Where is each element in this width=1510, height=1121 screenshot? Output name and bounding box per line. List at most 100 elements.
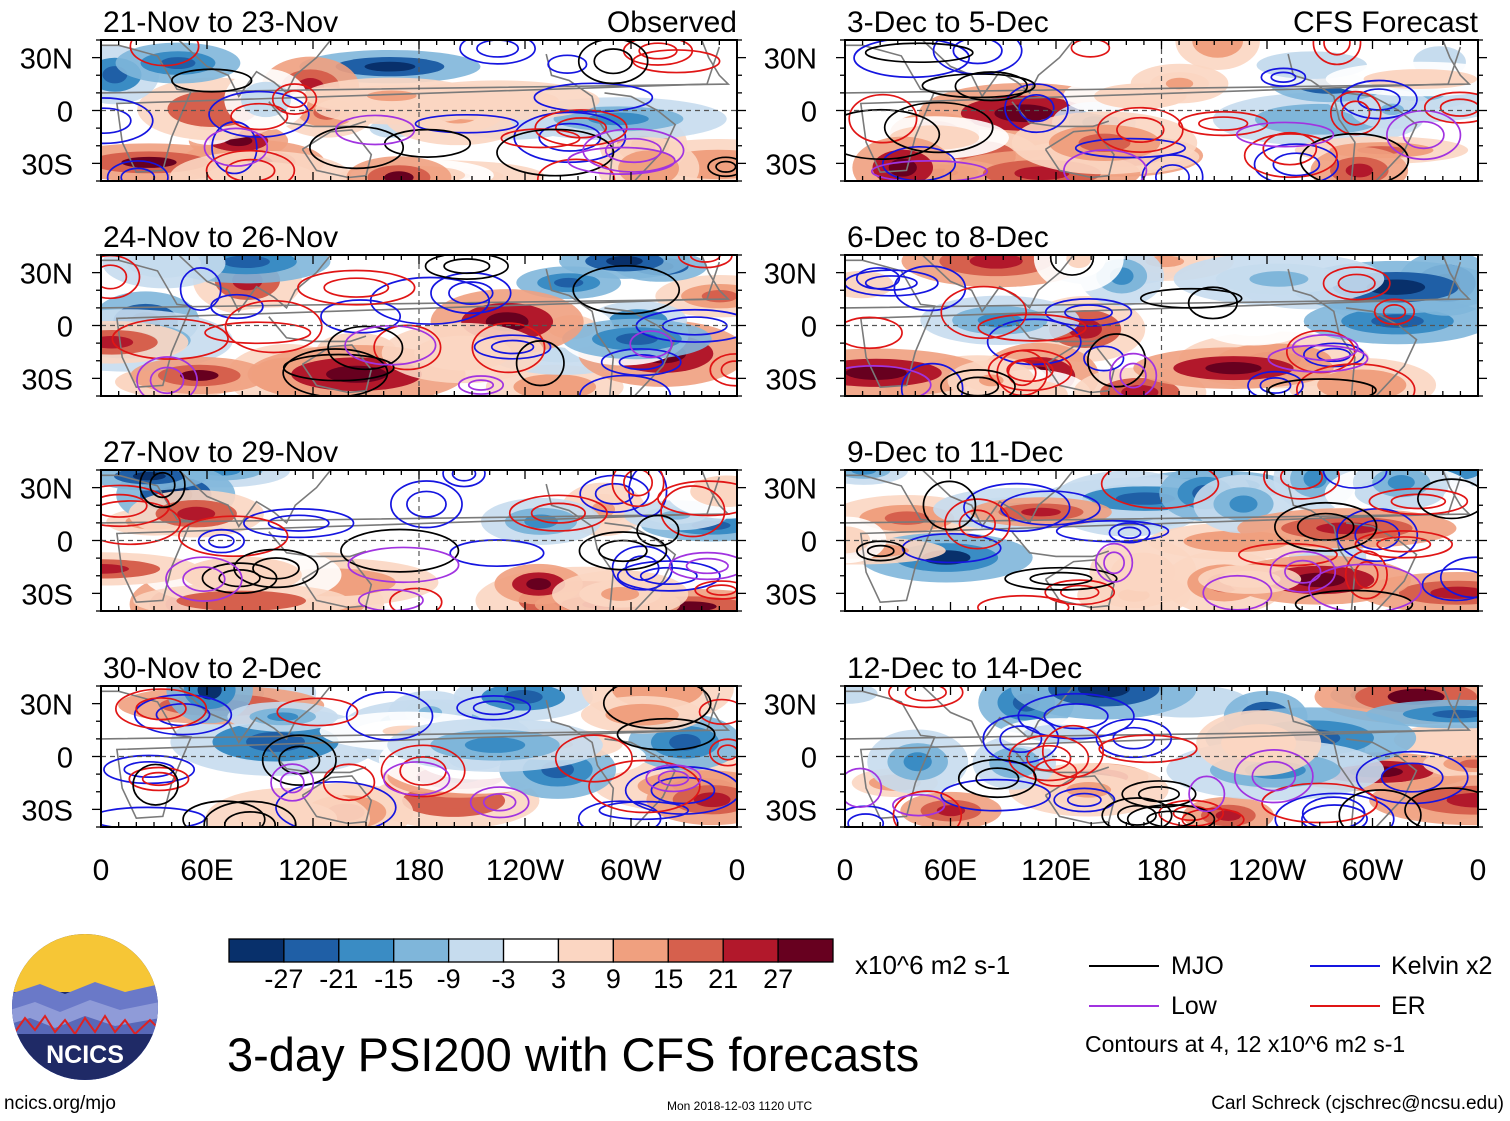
wave-contour [1299, 132, 1410, 181]
psi-anomaly-shade [191, 99, 234, 119]
psi-anomaly-shade [845, 688, 861, 699]
coastline [101, 259, 721, 389]
wave-contour [334, 114, 416, 146]
psi-anomaly-shade [1127, 562, 1158, 582]
psi-anomaly-shade [1205, 40, 1230, 50]
credit: Carl Schreck (cjschrec@ncsu.edu) [1211, 1093, 1504, 1114]
wave-contour [139, 470, 186, 509]
lon-tick-label: 60E [924, 854, 977, 887]
wave-contour [944, 498, 1011, 550]
wave-contour [1439, 556, 1478, 599]
wave-contour [101, 493, 148, 518]
psi-anomaly-shade [364, 61, 416, 72]
psi-anomaly-shade [669, 733, 701, 751]
wave-contour [1354, 560, 1379, 589]
coastline [604, 307, 677, 396]
wave-contour [1269, 550, 1337, 593]
legend-lines [1089, 965, 1380, 1007]
wave-contour [848, 93, 918, 144]
coastline [301, 775, 373, 825]
colorbar-swatch [338, 938, 395, 963]
wave-contour [203, 127, 269, 167]
wave-contour [1064, 304, 1113, 321]
wave-contour [1119, 362, 1147, 389]
wave-contour [469, 786, 530, 819]
wave-contour [128, 766, 190, 792]
colorbar-swatch [283, 938, 340, 963]
wave-contour [1233, 749, 1314, 804]
wave-contour [533, 82, 654, 113]
coastline [845, 686, 1472, 740]
psi-anomaly-shade [1165, 77, 1194, 90]
wave-contour [636, 514, 680, 547]
wave-contour [999, 725, 1043, 754]
map-panel: 30N 0 30S 9-Dec to 11-Dec [764, 436, 1487, 612]
wave-contour [660, 485, 726, 538]
wave-contour [515, 340, 565, 387]
coastline [178, 255, 332, 313]
wave-contour [1141, 154, 1204, 181]
wave-contour [178, 515, 289, 558]
colorbar-tick-label: -3 [492, 964, 516, 994]
wave-contour [1004, 83, 1069, 134]
panel-body [845, 470, 1478, 611]
wave-contour [900, 362, 964, 396]
panel-period-label: 6-Dec to 8-Dec [847, 221, 1049, 254]
wave-contour [963, 482, 1071, 533]
wave-contour [1294, 589, 1414, 611]
psi-anomaly-shade [464, 737, 526, 753]
psi-anomaly-shade [503, 690, 543, 704]
wave-contour [472, 700, 515, 716]
psi-anomaly-shade [845, 365, 907, 380]
wave-contour [270, 763, 315, 802]
wave-contour [424, 255, 509, 280]
wave-contour [449, 539, 545, 568]
wave-contour [1053, 787, 1116, 813]
wave-contour [598, 539, 648, 563]
lon-tick-label: 0 [837, 854, 854, 887]
wave-contour [1263, 470, 1340, 500]
wave-contour [598, 800, 690, 821]
coastline [845, 470, 1472, 524]
wave-contour [668, 551, 737, 581]
wave-contour [115, 688, 208, 730]
panel-body [101, 686, 737, 827]
wave-contour [380, 744, 466, 798]
wave-contour [1006, 358, 1054, 383]
lat-tick-label: 0 [801, 527, 817, 559]
wave-contour [171, 68, 253, 93]
wave-contour [856, 540, 906, 562]
wave-contour [708, 738, 737, 767]
wave-contour [276, 697, 359, 727]
lon-tick-label: 120W [486, 854, 565, 887]
wave-contour [141, 771, 177, 787]
wave-contour [1121, 780, 1197, 809]
wave-contour [1243, 132, 1338, 179]
psi-anomaly-shade [384, 171, 414, 181]
psi-anomaly-shade [235, 169, 287, 181]
wave-contour [611, 470, 665, 508]
wave-contour [340, 528, 460, 573]
wave-contour [958, 509, 996, 539]
wave-contour [1301, 804, 1368, 827]
wave-contour [709, 353, 737, 387]
map-panel: 30N 0 30S 30-Nov to 2-Dec [20, 652, 746, 828]
wave-contour [632, 49, 721, 74]
wave-contour [282, 348, 389, 396]
wave-contour [443, 258, 491, 275]
wave-contour [845, 269, 939, 297]
wave-contour [604, 137, 662, 164]
wave-contour [901, 532, 1002, 564]
psi-anomaly-shade [1393, 74, 1447, 85]
wave-contour [459, 40, 536, 65]
map-panel: 30N 0 30S 21-Nov to 23-Nov Observed [20, 6, 746, 182]
wave-contour [904, 686, 947, 702]
wave-contour [1063, 149, 1148, 181]
wave-contour [347, 546, 460, 584]
wave-contour [1017, 692, 1135, 740]
contour-note: Contours at 4, 12 x10^6 m2 s-1 [1085, 1031, 1406, 1057]
wave-contour [1344, 550, 1388, 600]
wave-contour [706, 584, 737, 596]
wave-contour [322, 763, 376, 802]
